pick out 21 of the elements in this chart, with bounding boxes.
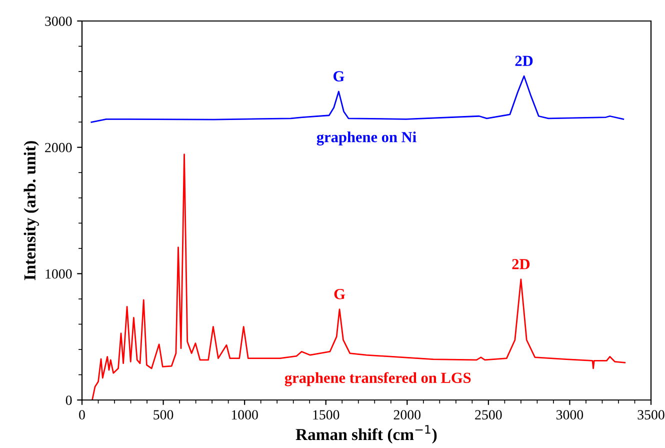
x-tick-label: 2500 [475,410,502,420]
x-tick-label: 1000 [232,410,258,420]
annotation: 2D [512,259,530,270]
y-tick-label: 1000 [46,269,72,279]
line-series [92,154,626,400]
series-label: graphene transfered on LGS [284,372,471,386]
annotation: G [334,288,346,300]
x-tick-label: 500 [154,410,174,420]
x-tick-label: 3500 [638,410,664,420]
x-tick-label: 3000 [556,410,584,420]
x-tick-label: 0 [79,410,85,420]
y-tick-label: 3000 [45,16,72,26]
y-axis-title: Intensity (arb. unit) [24,141,39,280]
x-tick-label: 1500 [313,410,340,420]
y-tick-label: 0 [66,396,72,405]
y-tick-label: 2000 [45,142,72,152]
annotation: 2D [515,56,533,66]
series-label: graphene on Ni [316,132,416,146]
x-axis-title: Raman shift (cm$^{−1}$) [296,425,437,444]
annotation: G [334,71,344,82]
x-tick-label: 2000 [394,410,420,420]
